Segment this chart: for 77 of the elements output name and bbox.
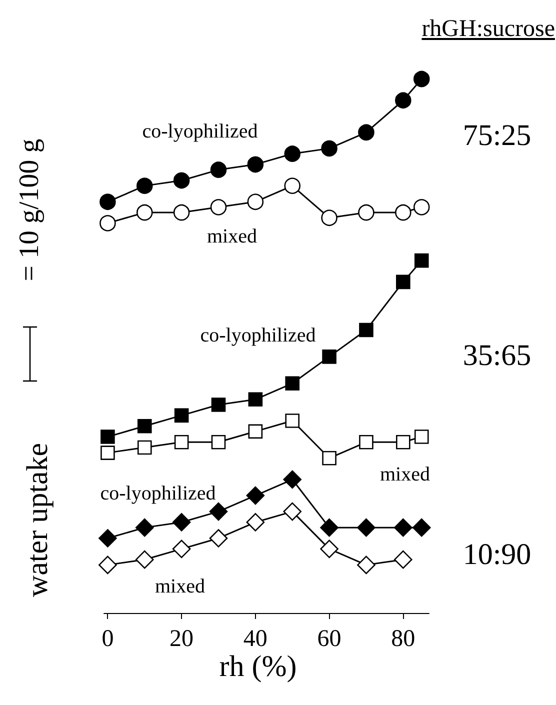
text: = 10 g/100 g — [14, 138, 46, 282]
point — [209, 529, 228, 548]
point — [283, 470, 302, 489]
point — [414, 253, 429, 268]
point — [358, 124, 374, 141]
annotation: mixed — [207, 226, 257, 248]
point — [248, 424, 263, 439]
y-axis-title: water uptake — [21, 442, 55, 598]
annotation: co-lyophilized — [142, 120, 258, 144]
point — [358, 204, 374, 221]
x-tick-label: 20 — [170, 626, 194, 652]
point — [321, 210, 338, 226]
point — [395, 204, 412, 221]
point — [285, 376, 300, 391]
point — [135, 518, 154, 537]
point — [284, 146, 300, 162]
point — [174, 408, 189, 423]
point — [283, 502, 302, 521]
point — [100, 446, 115, 460]
point — [285, 414, 300, 428]
point — [209, 502, 228, 521]
point — [396, 274, 410, 290]
point — [135, 550, 154, 569]
point — [322, 350, 336, 364]
point — [284, 178, 300, 194]
point — [98, 529, 117, 548]
annotation: co-lyophilized — [200, 324, 316, 348]
point — [211, 434, 226, 450]
point — [394, 550, 412, 569]
point — [396, 434, 410, 450]
text: 75:25 — [462, 119, 532, 153]
point — [246, 513, 265, 532]
point — [357, 556, 376, 574]
point — [172, 513, 191, 532]
point — [413, 199, 430, 216]
point — [359, 434, 374, 450]
point — [136, 204, 153, 221]
annotation: mixed — [380, 464, 430, 486]
text: 35:65 — [462, 339, 532, 373]
point — [98, 556, 117, 574]
point — [357, 518, 376, 537]
annotation: co-lyophilized — [100, 482, 216, 506]
point — [394, 518, 412, 537]
point — [321, 140, 338, 157]
point — [136, 178, 153, 194]
point — [247, 156, 264, 173]
point — [100, 215, 116, 232]
point — [412, 518, 431, 537]
text: 10:90 — [462, 538, 532, 572]
x-tick-label: 60 — [317, 626, 342, 652]
x-tick-label: 40 — [243, 626, 268, 652]
point — [359, 322, 374, 338]
point — [172, 540, 191, 558]
point — [210, 162, 227, 178]
text: rhGH:sucrose — [422, 16, 555, 43]
point — [137, 418, 152, 434]
point — [174, 434, 189, 450]
point — [173, 204, 190, 221]
point — [414, 430, 429, 444]
point — [248, 392, 263, 407]
point — [210, 199, 227, 216]
point — [413, 70, 430, 88]
point — [320, 518, 338, 537]
point — [137, 440, 152, 455]
point — [173, 172, 190, 189]
point — [100, 430, 115, 444]
point — [246, 486, 265, 505]
point — [211, 398, 226, 412]
x-axis-title: rh (%) — [219, 650, 297, 684]
x-tick-label: 0 — [102, 626, 114, 652]
point — [100, 194, 116, 210]
annotation: mixed — [155, 576, 205, 598]
point — [247, 194, 264, 210]
point — [395, 92, 412, 109]
point — [320, 540, 338, 558]
point — [322, 450, 336, 466]
x-tick-label: 80 — [391, 626, 416, 652]
